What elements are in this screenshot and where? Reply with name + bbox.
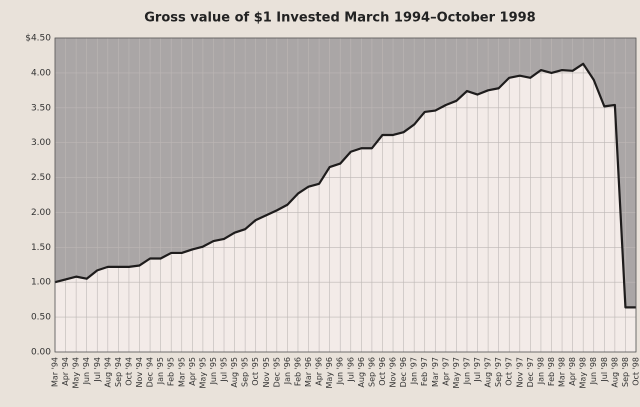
y-tick-label: $4.50 — [25, 34, 51, 44]
x-tick-label: Dec '96 — [399, 357, 408, 387]
x-tick-label: Jun '94 — [82, 357, 91, 385]
x-tick-label: Dec '94 — [146, 357, 155, 387]
x-tick-label: Jun '97 — [462, 357, 471, 385]
x-tick-label: Jan '95 — [156, 357, 165, 385]
x-tick-label: Nov '94 — [135, 357, 144, 388]
x-tick-label: Oct '96 — [378, 357, 387, 386]
x-tick-label: Feb '96 — [293, 357, 302, 386]
x-tick-label: Mar '96 — [304, 357, 313, 387]
x-tick-label: Sep '97 — [494, 357, 503, 387]
x-tick-label: Sep '98 — [621, 357, 630, 387]
x-tick-label: May '96 — [325, 357, 334, 388]
x-tick-label: Feb '95 — [167, 357, 176, 386]
y-tick-label: 4.00 — [31, 68, 51, 78]
y-tick-label: 0.50 — [31, 313, 51, 323]
x-tick-label: Apr '94 — [61, 357, 70, 386]
x-tick-label: May '94 — [72, 357, 81, 388]
area-fill — [55, 63, 636, 352]
x-tick-label: Aug '98 — [610, 357, 619, 388]
y-tick-label: 1.50 — [31, 243, 51, 253]
x-tick-label: Jul '97 — [473, 357, 482, 383]
x-tick-label: Jun '98 — [589, 357, 598, 385]
x-tick-label: May '98 — [579, 357, 588, 388]
x-tick-label: Nov '97 — [515, 357, 524, 388]
x-tick-label: Aug '96 — [357, 357, 366, 388]
line — [54, 62, 636, 309]
x-tick-label: Mar '97 — [431, 357, 440, 387]
x-tick-label: Oct '97 — [505, 357, 514, 386]
x-tick-label: Oct '98 — [632, 357, 640, 386]
x-tick-label: Jul '98 — [600, 357, 609, 383]
y-tick-label: 2.00 — [31, 208, 51, 218]
x-tick-label: Mar '95 — [177, 357, 186, 387]
x-tick-label: Feb '98 — [547, 357, 556, 386]
x-tick-label: Mar '94 — [51, 357, 60, 387]
x-tick-label: Jan '96 — [283, 357, 292, 385]
y-tick-label: 2.50 — [31, 173, 51, 183]
x-tick-label: Sep '95 — [241, 357, 250, 387]
x-tick-label: Nov '96 — [389, 357, 398, 388]
x-tick-label: May '97 — [452, 357, 461, 388]
plot-frame — [54, 37, 637, 353]
chart-title: Gross value of $1 Invested March 1994–Oc… — [144, 11, 535, 26]
x-tick-label: Jul '95 — [220, 357, 229, 383]
x-tick-label: Oct '95 — [251, 357, 260, 386]
x-tick-label: Sep '94 — [114, 357, 123, 387]
x-tick-label: Jun '95 — [209, 357, 218, 385]
y-tick-label: 3.50 — [31, 103, 51, 113]
x-tick-label: Apr '97 — [441, 357, 450, 386]
y-tick-label: 1.00 — [31, 278, 51, 288]
x-tick-label: Feb '97 — [420, 357, 429, 386]
y-tick-label: 3.00 — [31, 138, 51, 148]
y-tick-label: 0.00 — [31, 348, 51, 358]
x-tick-label: Jun '96 — [336, 357, 345, 385]
x-tick-label: Sep '96 — [367, 357, 376, 387]
x-tick-label: Mar '98 — [558, 357, 567, 387]
x-tick-label: Oct '94 — [124, 357, 133, 386]
x-tick-label: Aug '95 — [230, 357, 239, 388]
x-tick-label: Apr '98 — [568, 357, 577, 386]
x-tick-label: Nov '95 — [262, 357, 271, 388]
x-tick-label: Jan '98 — [536, 357, 545, 385]
x-tick-label: Jul '94 — [93, 357, 102, 383]
x-tick-label: Jul '96 — [346, 357, 355, 383]
x-tick-label: May '95 — [198, 357, 207, 388]
x-tick-label: Dec '95 — [272, 357, 281, 387]
x-tick-label: Dec '97 — [526, 357, 535, 387]
x-tick-label: Aug '97 — [484, 357, 493, 388]
x-tick-label: Jan '97 — [410, 357, 419, 385]
x-tick-label: Apr '95 — [188, 357, 197, 386]
x-tick-label: Aug '94 — [103, 357, 112, 388]
x-tick-label: Apr '96 — [315, 357, 324, 386]
